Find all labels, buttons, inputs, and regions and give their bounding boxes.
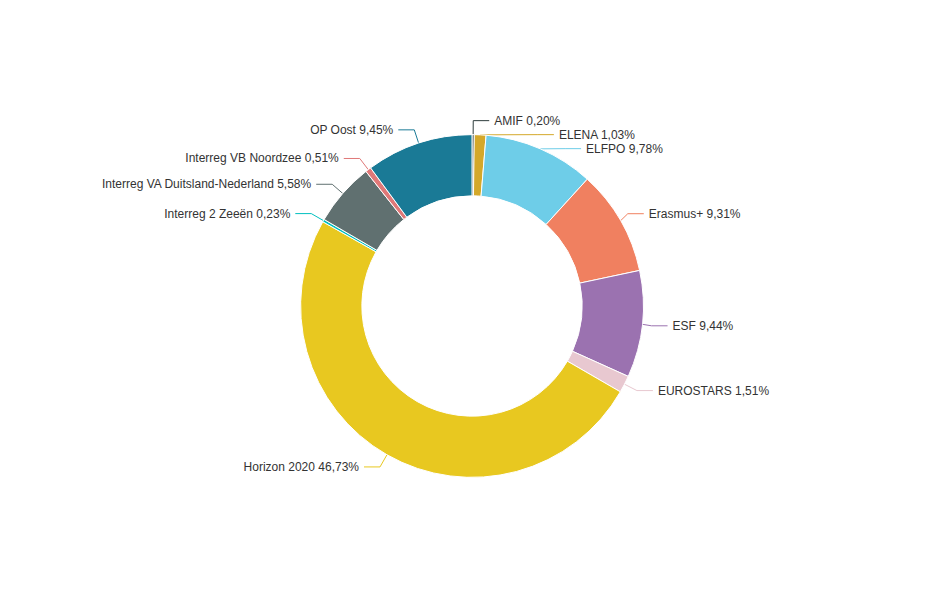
svg-text:Interreg 2 Zeeën 0,23%: Interreg 2 Zeeën 0,23% xyxy=(164,207,290,221)
svg-text:ELFPO 9,78%: ELFPO 9,78% xyxy=(586,142,663,156)
svg-text:Erasmus+ 9,31%: Erasmus+ 9,31% xyxy=(649,207,741,221)
svg-text:EUROSTARS 1,51%: EUROSTARS 1,51% xyxy=(658,384,769,398)
svg-text:OP Oost 9,45%: OP Oost 9,45% xyxy=(310,123,393,137)
svg-text:Horizon 2020 46,73%: Horizon 2020 46,73% xyxy=(244,460,360,474)
svg-text:ELENA 1,03%: ELENA 1,03% xyxy=(559,128,635,142)
svg-text:Interreg VA Duitsland-Nederlan: Interreg VA Duitsland-Nederland 5,58% xyxy=(102,177,312,191)
svg-text:ESF 9,44%: ESF 9,44% xyxy=(673,319,734,333)
svg-text:Interreg VB Noordzee 0,51%: Interreg VB Noordzee 0,51% xyxy=(185,151,339,165)
svg-text:AMIF 0,20%: AMIF 0,20% xyxy=(494,114,560,128)
